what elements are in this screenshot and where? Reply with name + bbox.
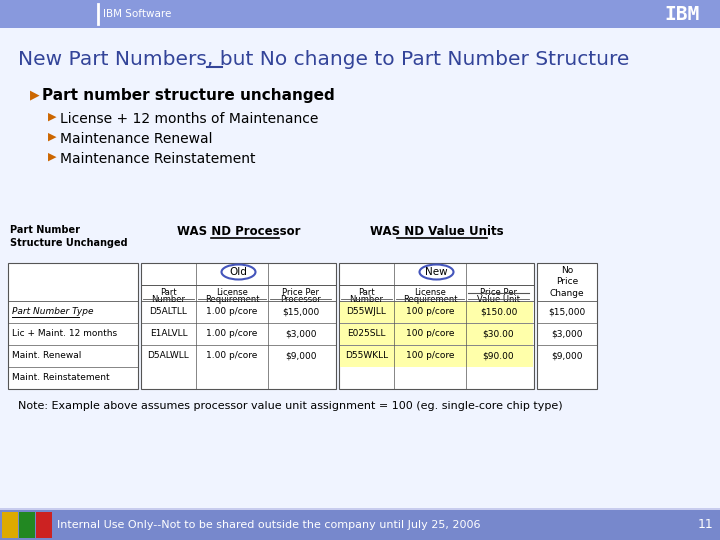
Bar <box>340 346 533 367</box>
Text: $150.00: $150.00 <box>480 307 517 316</box>
Bar <box>340 302 533 323</box>
Text: Requirement: Requirement <box>402 295 457 304</box>
Bar <box>0 28 720 508</box>
Text: 11: 11 <box>698 518 714 531</box>
Text: No
Price
Change: No Price Change <box>549 266 585 298</box>
Bar <box>141 263 336 389</box>
Text: Number: Number <box>349 295 384 304</box>
Bar <box>651 4 713 24</box>
Text: License + 12 months of Maintenance: License + 12 months of Maintenance <box>60 112 318 126</box>
Text: Processor: Processor <box>280 295 321 304</box>
Text: Part Number Type: Part Number Type <box>12 307 94 316</box>
Text: E025SLL: E025SLL <box>347 329 386 339</box>
Text: Maintenance Renewal: Maintenance Renewal <box>60 132 212 146</box>
Text: Part Number
Structure Unchanged: Part Number Structure Unchanged <box>10 225 127 248</box>
Text: Part number structure unchanged: Part number structure unchanged <box>42 88 335 103</box>
Text: 100 p/core: 100 p/core <box>406 329 454 339</box>
Text: Internal Use Only--Not to be shared outside the company until July 25, 2006: Internal Use Only--Not to be shared outs… <box>57 520 480 530</box>
Text: Price Per: Price Per <box>480 288 517 297</box>
Text: 1.00 p/core: 1.00 p/core <box>207 329 258 339</box>
Text: Part: Part <box>160 288 177 297</box>
Text: New: New <box>426 267 448 277</box>
Text: Part: Part <box>358 288 375 297</box>
Text: D55WKLL: D55WKLL <box>345 352 388 361</box>
Text: 100 p/core: 100 p/core <box>406 352 454 361</box>
Text: $3,000: $3,000 <box>552 329 582 339</box>
Text: 1.00 p/core: 1.00 p/core <box>207 307 258 316</box>
Bar <box>537 263 597 389</box>
Bar <box>0 0 720 28</box>
Text: ▶: ▶ <box>30 88 40 101</box>
Bar <box>19 512 35 538</box>
Text: Note: Example above assumes processor value unit assignment = 100 (eg. single-co: Note: Example above assumes processor va… <box>18 401 562 411</box>
Text: ▶: ▶ <box>48 132 56 142</box>
Text: Value Unit: Value Unit <box>477 295 520 304</box>
Text: 100 p/core: 100 p/core <box>406 307 454 316</box>
Text: 1.00 p/core: 1.00 p/core <box>207 352 258 361</box>
Bar <box>340 324 533 345</box>
Text: WAS ND Value Units: WAS ND Value Units <box>369 225 503 238</box>
Text: ▶: ▶ <box>48 152 56 162</box>
Text: $90.00: $90.00 <box>482 352 514 361</box>
Text: License: License <box>414 288 446 297</box>
Text: ▶: ▶ <box>48 112 56 122</box>
Text: Lic + Maint. 12 months: Lic + Maint. 12 months <box>12 329 117 339</box>
Bar <box>2 512 18 538</box>
Text: Price Per: Price Per <box>282 288 319 297</box>
Text: $9,000: $9,000 <box>552 352 582 361</box>
Text: D55WJLL: D55WJLL <box>346 307 387 316</box>
Text: $9,000: $9,000 <box>284 352 316 361</box>
Bar <box>8 263 138 389</box>
Text: D5ALWLL: D5ALWLL <box>148 352 189 361</box>
Bar <box>36 512 52 538</box>
Text: Maint. Reinstatement: Maint. Reinstatement <box>12 374 109 382</box>
Text: Old: Old <box>230 267 248 277</box>
Text: E1ALVLL: E1ALVLL <box>150 329 187 339</box>
Text: Maintenance Reinstatement: Maintenance Reinstatement <box>60 152 256 166</box>
Text: IBM Software: IBM Software <box>103 9 171 19</box>
Text: WAS ND Processor: WAS ND Processor <box>176 225 300 238</box>
Text: Maint. Renewal: Maint. Renewal <box>12 352 81 361</box>
Text: $30.00: $30.00 <box>482 329 514 339</box>
Text: D5ALTLL: D5ALTLL <box>150 307 187 316</box>
Text: $15,000: $15,000 <box>282 307 319 316</box>
Text: $3,000: $3,000 <box>284 329 316 339</box>
Text: License: License <box>216 288 248 297</box>
Text: $15,000: $15,000 <box>549 307 585 316</box>
Text: Number: Number <box>151 295 186 304</box>
Text: IBM: IBM <box>665 4 700 24</box>
Bar <box>0 510 720 540</box>
Text: Requirement: Requirement <box>204 295 259 304</box>
Text: New Part Numbers, but No change to Part Number Structure: New Part Numbers, but No change to Part … <box>18 50 629 69</box>
Bar <box>339 263 534 389</box>
